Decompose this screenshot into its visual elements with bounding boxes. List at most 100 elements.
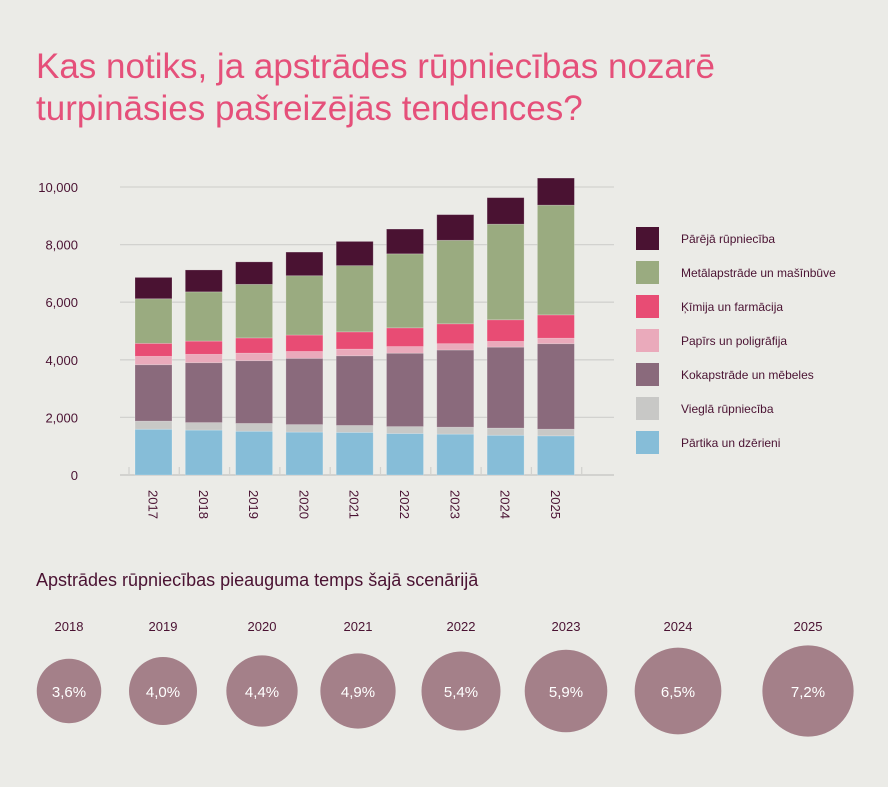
bar-segment <box>134 355 173 366</box>
bar-segment <box>436 343 475 351</box>
bar-segment <box>335 265 374 333</box>
bar-segment <box>184 291 223 342</box>
x-tick-label: 2021 <box>347 490 362 519</box>
bar-segment <box>235 337 274 354</box>
bar-segment <box>386 346 424 354</box>
legend-swatch <box>636 261 659 284</box>
bar-segment <box>235 430 274 476</box>
bar-segment <box>537 428 575 437</box>
bar-segment <box>537 343 575 430</box>
bubble-year-label: 2021 <box>344 619 373 634</box>
bar-segment <box>537 337 575 345</box>
bar-segment <box>537 204 575 316</box>
bar-segment <box>285 424 324 433</box>
legend-swatch <box>636 431 659 454</box>
x-tick-label: 2024 <box>498 490 513 519</box>
bar-segment <box>235 360 274 424</box>
bar-segment <box>134 342 173 357</box>
bar-segment <box>134 420 173 430</box>
bar-segment <box>184 353 223 364</box>
bubble-year-label: 2025 <box>794 619 823 634</box>
legend-swatch <box>636 227 659 250</box>
legend-label: Kokapstrāde un mēbeles <box>681 368 814 382</box>
x-tick-label: 2022 <box>397 490 412 519</box>
legend-swatch <box>636 363 659 386</box>
bar-segment <box>335 431 374 476</box>
bar-segment <box>184 269 223 293</box>
bubble-value-label: 5,4% <box>444 684 478 701</box>
legend-label: Pārtika un dzērieni <box>681 436 780 450</box>
bar-segment <box>436 349 475 428</box>
x-tick-label: 2025 <box>548 490 563 519</box>
bar-segment <box>134 298 173 344</box>
bar-segment <box>184 340 223 355</box>
y-tick-label: 10,000 <box>38 180 78 195</box>
bar-segment <box>285 334 324 352</box>
bar-segment <box>285 275 324 336</box>
bar-segment <box>436 433 475 476</box>
x-tick-label: 2020 <box>296 490 311 519</box>
legend-label: Pārējā rūpniecība <box>681 232 775 246</box>
bar-segment <box>486 434 525 476</box>
growth-bubble <box>762 645 854 737</box>
legend-swatch <box>636 329 659 352</box>
bubble-value-label: 4,0% <box>146 684 180 701</box>
growth-bubble <box>524 649 608 733</box>
bar-segment <box>386 433 424 476</box>
growth-bubble <box>226 655 298 727</box>
bar-segment <box>386 253 424 329</box>
bar-segment <box>386 327 424 347</box>
growth-bubble <box>634 647 722 735</box>
bar-segment <box>335 241 374 267</box>
bar-segment <box>537 435 575 476</box>
bar-segment <box>486 197 525 225</box>
bubble-year-label: 2020 <box>248 619 277 634</box>
legend-swatch <box>636 397 659 420</box>
bar-segment <box>235 352 274 362</box>
bubble-value-label: 3,6% <box>52 684 86 701</box>
y-tick-label: 2,000 <box>45 410 78 425</box>
legend-label: Papīrs un poligrāfija <box>681 334 787 348</box>
bar-segment <box>134 277 173 300</box>
page-title: Kas notiks, ja apstrādes rūpniecības noz… <box>36 47 715 128</box>
bar-segment <box>537 314 575 339</box>
bar-segment <box>335 348 374 357</box>
y-tick-label: 6,000 <box>45 295 78 310</box>
growth-bubble <box>129 657 197 725</box>
bubble-value-label: 4,4% <box>245 684 279 701</box>
bubble-year-label: 2024 <box>664 619 693 634</box>
bar-segment <box>235 283 274 339</box>
bar-segment <box>235 423 274 432</box>
bar-segment <box>285 431 324 476</box>
bar-segment <box>436 239 475 325</box>
bar-segment <box>335 425 374 433</box>
y-tick-label: 0 <box>71 468 78 483</box>
x-tick-label: 2017 <box>146 490 161 519</box>
legend-label: Ķīmija un farmācija <box>681 300 783 314</box>
growth-bubble <box>36 658 102 724</box>
growth-rate-title: Apstrādes rūpniecības pieauguma temps ša… <box>36 570 479 590</box>
bar-segment <box>285 351 324 359</box>
bubble-value-label: 4,9% <box>341 684 375 701</box>
bar-segment <box>134 364 173 422</box>
bar-segment <box>436 323 475 345</box>
bar-segment <box>436 214 475 241</box>
bar-segment <box>184 422 223 431</box>
legend-label: Vieglā rūpniecība <box>681 402 774 416</box>
x-tick-label: 2018 <box>196 490 211 519</box>
bar-segment <box>386 426 424 434</box>
bar-segment <box>486 319 525 342</box>
bubble-value-label: 5,9% <box>549 684 583 701</box>
bar-segment <box>285 251 324 277</box>
bar-segment <box>285 357 324 425</box>
bubble-value-label: 7,2% <box>791 684 825 701</box>
bar-segment <box>184 429 223 476</box>
bar-segment <box>184 362 223 423</box>
x-tick-label: 2019 <box>246 490 261 519</box>
bar-segment <box>436 426 475 435</box>
bubble-year-label: 2018 <box>55 619 84 634</box>
bubble-year-label: 2023 <box>552 619 581 634</box>
bubble-value-label: 6,5% <box>661 684 695 701</box>
